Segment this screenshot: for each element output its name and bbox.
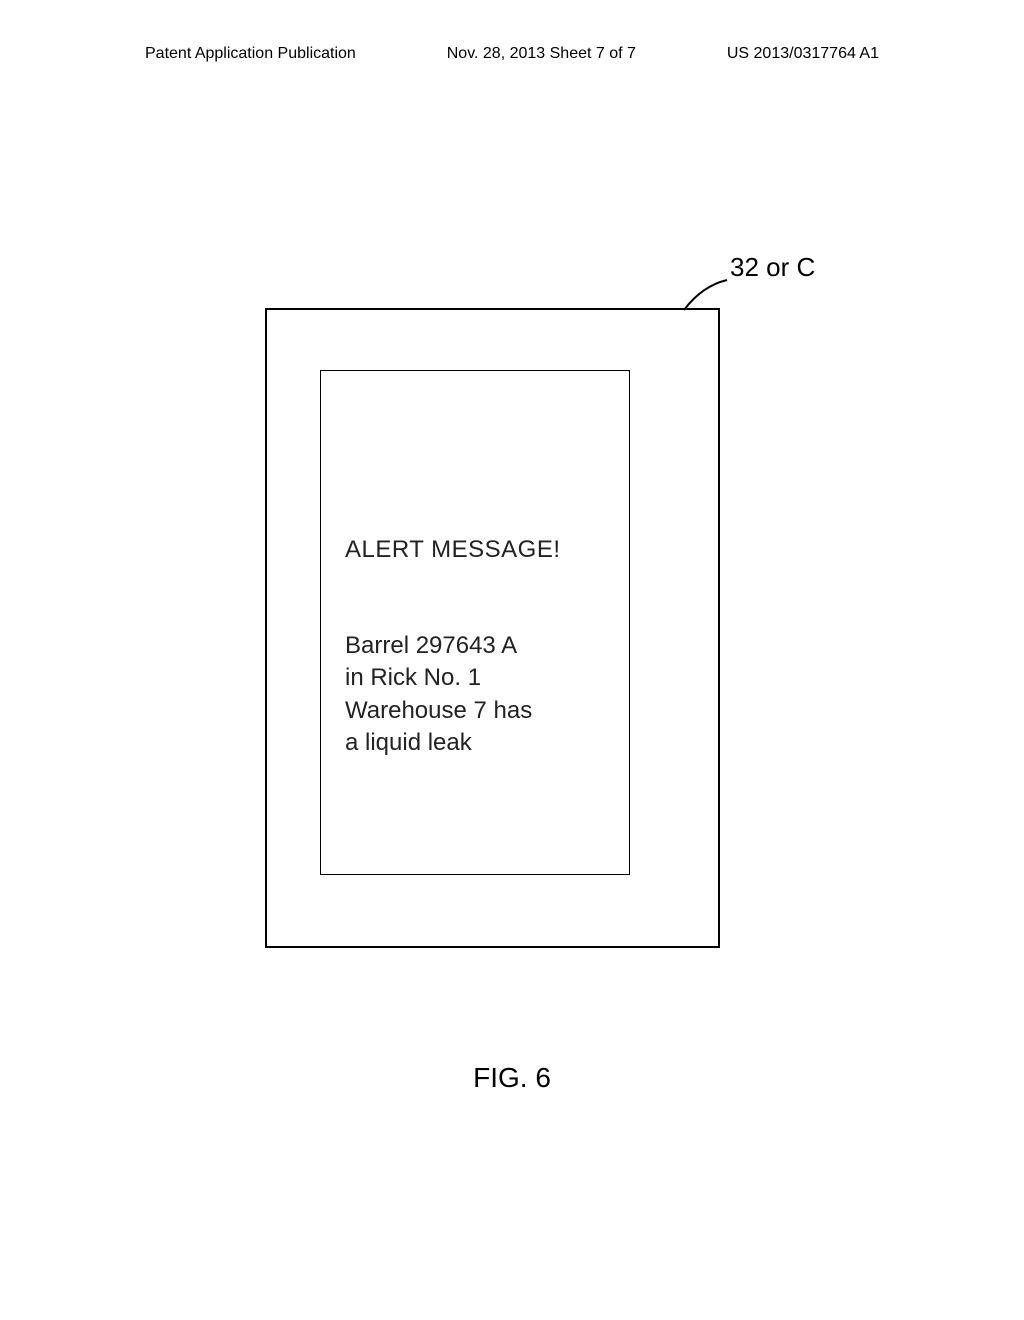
page-header: Patent Application Publication Nov. 28, … <box>0 45 1024 63</box>
figure-label: FIG. 6 <box>0 1062 1024 1094</box>
alert-line-4: a liquid leak <box>345 727 532 759</box>
alert-line-3: Warehouse 7 has <box>345 695 532 727</box>
alert-message-body: Barrel 297643 A in Rick No. 1 Warehouse … <box>345 630 532 760</box>
publication-label: Patent Application Publication <box>145 45 356 63</box>
alert-line-1: Barrel 297643 A <box>345 630 532 662</box>
patent-number-label: US 2013/0317764 A1 <box>727 45 879 63</box>
alert-title: ALERT MESSAGE! <box>345 536 561 564</box>
alert-line-2: in Rick No. 1 <box>345 662 532 694</box>
date-sheet-label: Nov. 28, 2013 Sheet 7 of 7 <box>447 45 636 63</box>
device-screen <box>320 370 630 875</box>
callout-reference-label: 32 or C <box>730 252 815 283</box>
